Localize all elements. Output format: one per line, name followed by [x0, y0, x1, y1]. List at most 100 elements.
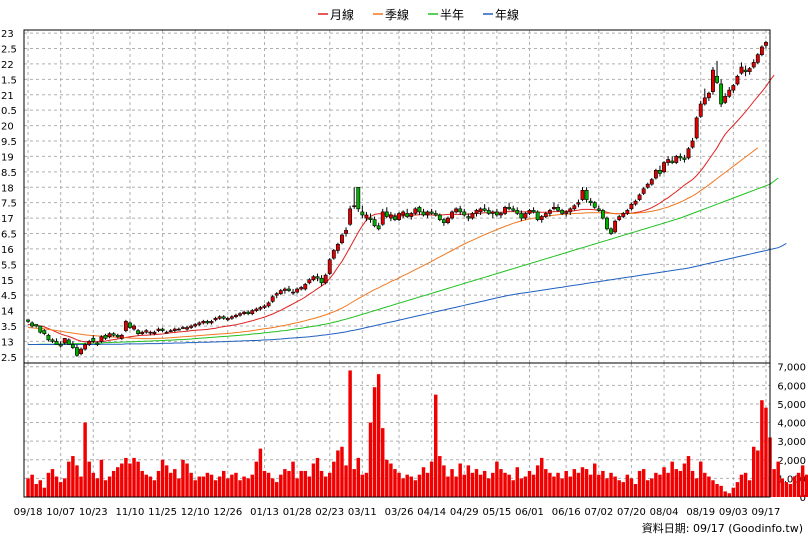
- volume-bar: [694, 478, 699, 497]
- candle: [254, 307, 259, 313]
- candle-body: [662, 162, 666, 173]
- volume-bar: [454, 476, 458, 497]
- candle: [327, 258, 332, 276]
- candle-body: [499, 213, 503, 216]
- candle-body: [592, 202, 597, 208]
- candle: [193, 322, 198, 328]
- candle: [613, 219, 618, 234]
- candle: [229, 315, 234, 320]
- candle-body: [144, 330, 149, 333]
- candle-body: [470, 213, 475, 219]
- volume-bar: [95, 478, 100, 497]
- volume-bar: [279, 474, 283, 497]
- candle: [380, 208, 385, 226]
- volume-bar: [67, 461, 71, 497]
- volume-bar: [772, 469, 776, 497]
- candle: [340, 233, 344, 245]
- volume-bar: [336, 450, 340, 497]
- candle: [658, 165, 662, 177]
- volume-bar: [262, 470, 267, 497]
- candle-body: [605, 217, 609, 230]
- candle: [83, 342, 88, 351]
- candle: [552, 202, 556, 211]
- candle: [278, 289, 283, 296]
- volume-bar: [519, 478, 524, 497]
- candle-body: [380, 211, 385, 225]
- candle: [128, 321, 132, 330]
- candle: [348, 205, 353, 226]
- candle-body: [319, 277, 324, 284]
- volume-bar: [266, 472, 271, 497]
- x-tick-label: 03/11: [348, 507, 377, 518]
- candle: [360, 205, 365, 219]
- candle: [653, 168, 658, 180]
- candle: [515, 207, 520, 215]
- candle: [413, 207, 418, 215]
- ma-line-halfyear: [28, 177, 779, 345]
- candle: [450, 210, 454, 220]
- volume-bar: [743, 472, 748, 497]
- volume-bar: [711, 480, 715, 497]
- candle-body: [600, 210, 605, 219]
- candle: [641, 187, 646, 195]
- volume-bar: [303, 470, 308, 497]
- candle: [217, 315, 222, 320]
- candle-body: [454, 208, 459, 213]
- candle-body: [462, 211, 467, 216]
- volume-bar: [535, 465, 540, 497]
- candle: [242, 310, 247, 316]
- volume-bar: [800, 465, 805, 497]
- candle-body: [466, 216, 471, 219]
- candle: [152, 330, 157, 336]
- candle: [568, 207, 573, 215]
- candle-body: [303, 284, 308, 290]
- candle-body: [38, 325, 43, 333]
- candle: [99, 335, 104, 343]
- candle-body: [368, 217, 373, 220]
- volume-bar: [446, 476, 450, 497]
- candle: [747, 67, 752, 75]
- volume-bar: [666, 472, 670, 497]
- volume-bar: [217, 476, 222, 497]
- volume-bar: [633, 483, 638, 497]
- volume-bar: [258, 448, 263, 497]
- volume-bar: [780, 478, 785, 497]
- volume-bar: [417, 474, 422, 497]
- price-grid: [24, 30, 770, 363]
- candle: [197, 321, 202, 326]
- candle: [107, 332, 112, 339]
- volume-bar: [246, 478, 250, 497]
- volume-bar: [120, 463, 124, 497]
- volume-bar: [466, 465, 471, 497]
- candle: [331, 248, 336, 260]
- candle-body: [678, 156, 683, 159]
- candle-body: [75, 347, 79, 356]
- candle: [172, 327, 177, 333]
- candle-body: [747, 68, 752, 72]
- volume-bar: [148, 476, 153, 497]
- candle: [176, 327, 181, 331]
- candle: [397, 211, 401, 222]
- candle: [344, 227, 348, 237]
- candle: [66, 338, 71, 345]
- candle: [698, 100, 703, 118]
- volume-bar: [796, 472, 801, 497]
- candle-body: [221, 316, 226, 319]
- ma-line-quarterly: [27, 147, 759, 340]
- candle-body: [653, 169, 658, 179]
- price-tick-label: 6.5: [1, 230, 17, 241]
- candle: [168, 329, 173, 333]
- candle-body: [446, 217, 450, 224]
- candle: [706, 91, 711, 101]
- x-tick-label: 07/20: [617, 507, 646, 518]
- candle-body: [266, 302, 271, 307]
- candle-body: [507, 206, 512, 210]
- candle-body: [364, 214, 369, 219]
- candle-body: [348, 208, 353, 225]
- volume-bar: [645, 480, 650, 497]
- volume-bar: [776, 461, 780, 497]
- candle: [26, 319, 30, 323]
- volume-bar: [136, 461, 140, 497]
- volume-bar: [747, 480, 752, 497]
- candle-body: [315, 276, 320, 279]
